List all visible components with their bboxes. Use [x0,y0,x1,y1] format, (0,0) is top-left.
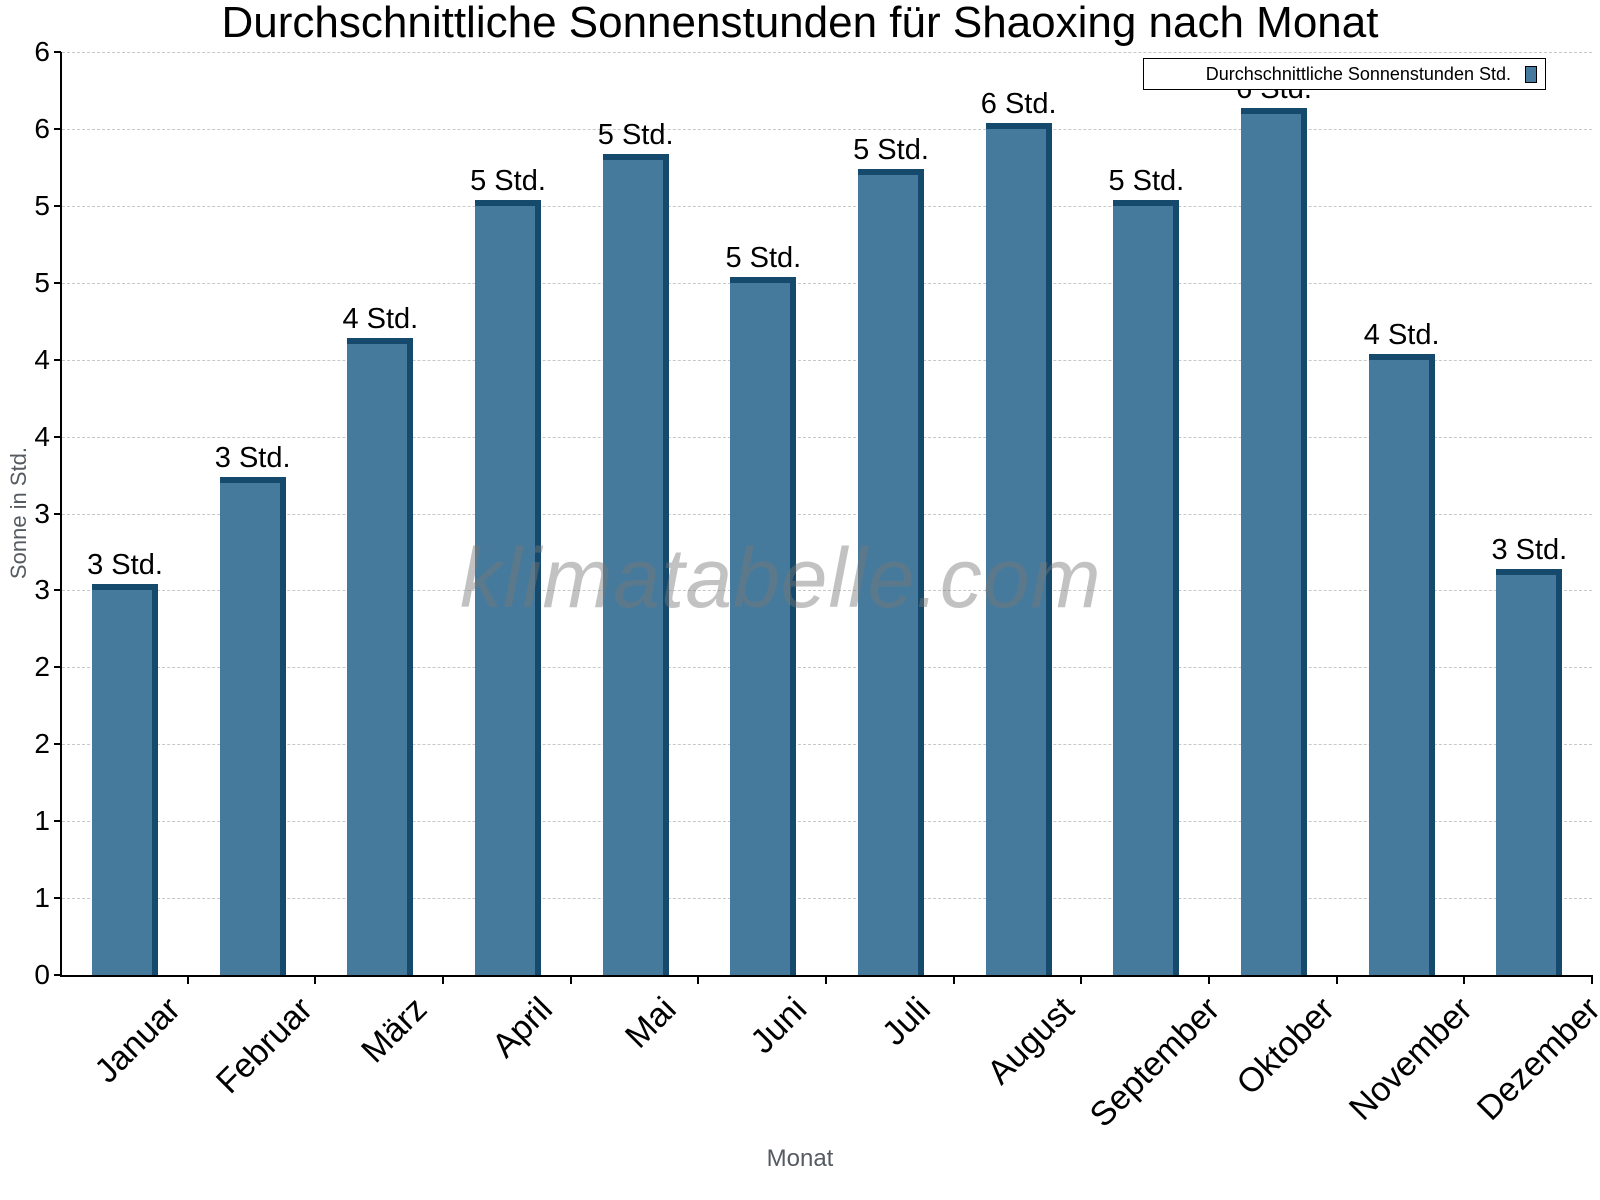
y-tick [54,666,61,669]
x-tick-label: Dezember [1469,990,1600,1128]
data-label: 5 Std. [597,118,674,151]
x-tick [1591,975,1593,984]
x-tick [186,975,189,984]
y-tick-label: 3 [34,574,50,606]
y-tick-label: 1 [34,805,50,837]
legend-label: Durchschnittliche Sonnenstunden Std. [1205,63,1511,84]
data-label: 5 Std. [725,241,802,274]
data-label: 5 Std. [853,134,929,167]
y-tick-label: 6 [34,112,50,144]
data-label: 4 Std. [1363,318,1440,351]
bar-november [1368,353,1435,975]
y-tick [54,281,61,284]
gridline [62,205,1592,207]
y-tick [54,974,61,976]
y-tick [54,127,61,130]
data-label: 3 Std. [214,441,291,474]
bar-januar [92,584,158,975]
bar-märz [347,338,414,975]
x-tick [1208,975,1210,984]
y-tick-label: 0 [34,959,50,990]
data-label: 3 Std. [1491,534,1568,567]
gridline [62,359,1592,361]
bar-august [985,122,1052,975]
y-tick [54,820,61,823]
gridline [62,821,1592,823]
x-tick [1335,975,1338,984]
y-tick [54,512,61,515]
x-tick-label: Oktober [1229,990,1342,1103]
gridline [62,590,1592,592]
data-label: 3 Std. [87,549,163,582]
bar-april [475,199,541,975]
chart-title: Durchschnittliche Sonnenstunden für Shao… [221,0,1379,47]
bar-dezember [1496,569,1563,975]
gridline [62,513,1592,515]
y-tick-label: 5 [34,189,50,221]
y-tick-label: 4 [34,343,50,375]
x-tick-label: Januar [87,990,188,1091]
y-tick [54,358,61,361]
x-tick [952,975,955,984]
bar-oktober [1241,107,1307,975]
y-tick-label: 2 [34,651,50,683]
y-tick [54,435,61,438]
x-tick-label: März [354,990,435,1071]
legend-swatch-icon [1525,65,1537,83]
y-tick-label: 4 [34,420,50,452]
x-axis-title: Monat [766,1145,834,1172]
bar-februar [219,476,286,975]
bar-mai [602,153,669,975]
y-tick [54,589,61,592]
y-tick-label: 6 [34,36,50,67]
gridline [62,744,1592,746]
data-label: 5 Std. [470,164,546,197]
data-label: 6 Std. [980,87,1057,120]
x-tick [697,975,700,984]
x-tick-label: April [485,990,561,1065]
gridline [62,52,1592,53]
gridline [62,436,1592,438]
y-tick-label: 2 [34,728,50,760]
gridline [62,128,1592,130]
y-axis-line [60,52,62,977]
x-tick [569,975,572,984]
y-tick [54,897,61,900]
x-tick-label: Juni [742,990,814,1061]
gridline [62,898,1592,900]
x-tick [442,975,444,984]
x-tick [1080,975,1083,984]
gridline [62,282,1592,284]
x-tick [1463,975,1466,984]
x-tick-label: Juli [875,990,939,1053]
watermark: klimatabelle.com [460,531,1102,625]
x-tick-label: September [1082,990,1228,1135]
data-label: 5 Std. [1108,164,1185,197]
y-tick [54,51,61,53]
data-label: 4 Std. [342,303,419,336]
x-tick-label: November [1342,990,1480,1128]
y-tick-label: 3 [34,497,50,529]
y-tick [54,204,61,207]
y-tick [54,743,61,746]
x-tick [825,975,827,984]
legend: Durchschnittliche Sonnenstunden Std. [1143,58,1546,90]
bar-september [1113,199,1180,975]
bar-juli [858,169,924,975]
x-tick-label: August [980,990,1082,1092]
bar-juni [730,276,797,975]
y-tick-label: 5 [34,266,50,298]
x-tick [314,975,317,984]
y-tick-label: 1 [34,882,50,914]
x-tick-label: Februar [208,990,320,1102]
gridline [62,667,1592,669]
x-tick-label: Mai [618,990,684,1056]
